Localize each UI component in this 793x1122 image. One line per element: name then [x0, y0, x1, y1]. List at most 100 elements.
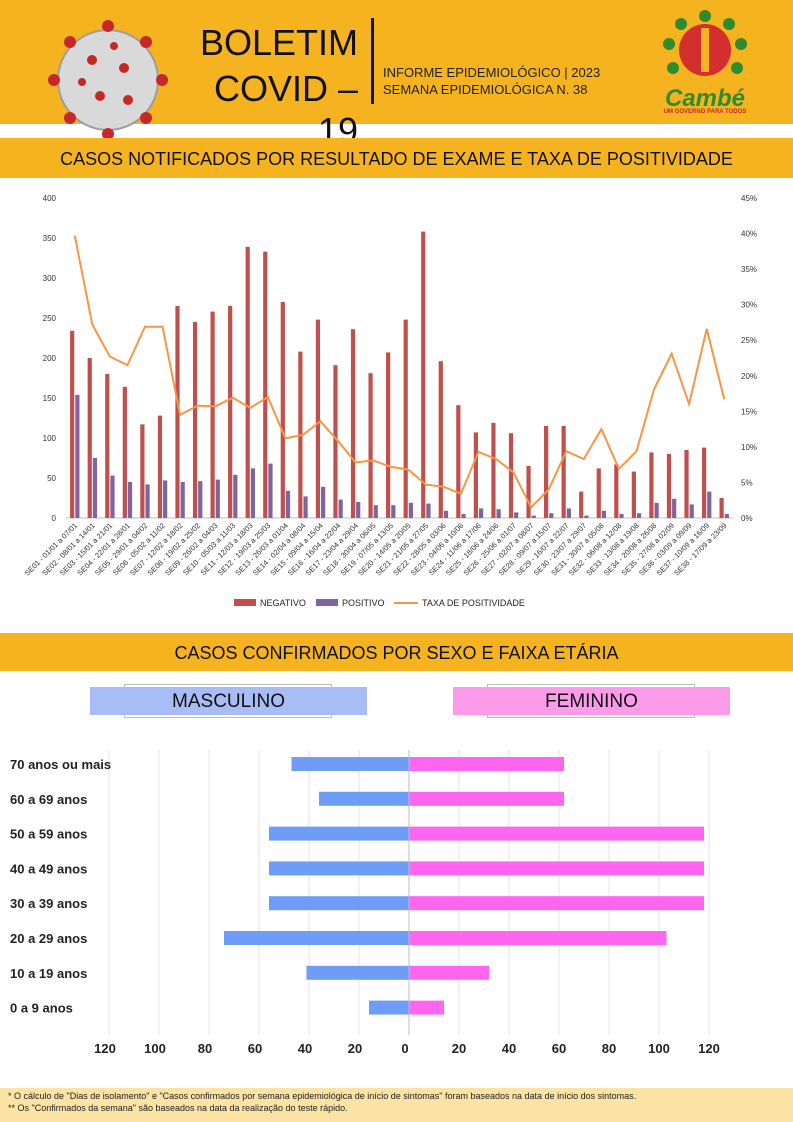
negativo-bar — [70, 330, 75, 518]
masculino-bar — [291, 757, 409, 771]
positivo-bar — [426, 503, 431, 518]
y2-tick-label: 25% — [741, 336, 757, 345]
section-title-confirmed: CASOS CONFIRMADOS POR SEXO E FAIXA ETÁRI… — [0, 633, 793, 671]
age-group-label: 20 a 29 anos — [10, 931, 87, 946]
positivo-bar — [619, 514, 624, 518]
negativo-bar — [386, 352, 391, 518]
negativo-bar — [315, 319, 321, 518]
x-tick-label: 100 — [144, 1041, 166, 1056]
negativo-bar — [526, 466, 531, 518]
x-tick-label: 40 — [502, 1041, 516, 1056]
negativo-bar — [473, 432, 478, 518]
legend-taxa-label: TAXA DE POSITIVIDADE — [422, 598, 525, 608]
logo-tagline: UM GOVERNO PARA TODOS — [663, 109, 747, 115]
y-tick-label: 350 — [43, 234, 57, 243]
report-subtitle: INFORME EPIDEMIOLÓGICO | 2023 — [383, 65, 601, 80]
feminino-bar — [409, 931, 667, 945]
x-tick-label: 80 — [602, 1041, 616, 1056]
positivo-bar — [110, 475, 115, 518]
negativo-bar — [350, 329, 356, 518]
x-tick-label: 60 — [248, 1041, 262, 1056]
positivo-bar — [285, 490, 291, 518]
positivo-bar — [496, 509, 501, 518]
positivo-bar — [461, 514, 466, 518]
y2-tick-label: 15% — [741, 407, 757, 416]
positivo-bar — [707, 491, 712, 518]
negativo-bar — [280, 302, 285, 518]
feminino-bar — [409, 757, 564, 771]
masculino-bar — [306, 965, 409, 980]
positivo-bar — [654, 502, 659, 518]
age-group-label: 60 a 69 anos — [10, 792, 87, 807]
x-tick-label: 20 — [348, 1041, 362, 1056]
masculino-bar — [319, 791, 409, 806]
notified-cases-chart: 0 50 100 150 200 250 300 350 400 0% 5% 10% 15% 20% 25%… — [23, 194, 757, 608]
y2-tick-label: 5% — [741, 478, 753, 487]
positivo-bar — [127, 482, 133, 518]
positivo-bar — [356, 502, 361, 518]
negativo-bar — [701, 447, 707, 518]
negativo-bar — [175, 306, 180, 518]
logo-text: Cambé — [664, 85, 746, 112]
positivo-bar — [391, 505, 396, 518]
negativo-bar — [649, 452, 654, 518]
negativo-bar — [614, 464, 619, 518]
cambe-logo-icon — [663, 10, 747, 76]
positivo-bar — [672, 498, 677, 518]
negativo-bar — [421, 231, 426, 518]
negativo-bar — [666, 454, 672, 518]
masculino-bar — [369, 1000, 409, 1015]
positivo-bar — [689, 504, 694, 518]
y-tick-label: 100 — [43, 434, 57, 443]
positivo-bar — [443, 510, 449, 518]
negativo-bar — [140, 424, 145, 518]
positivo-bar — [531, 515, 536, 518]
feminino-bar — [409, 965, 489, 980]
x-tick-label: 0 — [401, 1041, 408, 1056]
y-tick-label: 50 — [47, 474, 56, 483]
positivo-bar — [163, 480, 168, 518]
masculino-bar — [269, 826, 409, 841]
negativo-bar — [403, 319, 408, 518]
age-group-label: 30 a 39 anos — [10, 896, 87, 911]
positivo-bar — [233, 474, 238, 518]
y2-tick-label: 45% — [741, 194, 757, 203]
y-tick-label: 300 — [43, 274, 57, 283]
negativo-bar — [333, 365, 338, 518]
feminino-bar — [409, 826, 704, 841]
taxa-positividade-line — [73, 235, 726, 509]
positivo-bar — [584, 515, 589, 518]
y-tick-label: 250 — [43, 314, 57, 323]
negativo-bar — [543, 426, 549, 518]
y-tick-label: 0 — [52, 514, 57, 523]
y2-tick-label: 40% — [741, 230, 757, 239]
positivo-bar — [268, 463, 273, 518]
negativo-bar — [491, 422, 496, 518]
negativo-bar — [87, 358, 92, 518]
negativo-bar — [105, 374, 110, 518]
y2-tick-label: 10% — [741, 443, 757, 452]
positivo-bar — [601, 510, 607, 518]
negativo-bar — [631, 471, 636, 518]
x-tick-label: 40 — [298, 1041, 312, 1056]
age-group-label: 0 a 9 anos — [10, 1001, 73, 1016]
y-tick-label: 400 — [43, 194, 57, 203]
y2-tick-label: 35% — [741, 265, 757, 274]
week-subtitle: SEMANA EPIDEMIOLÓGICA N. 38 — [383, 82, 588, 97]
masculino-bar — [269, 861, 409, 876]
negativo-bar — [122, 386, 127, 518]
negativo-bar — [508, 433, 514, 518]
positivo-bar — [92, 458, 98, 518]
feminino-bar — [409, 791, 564, 806]
negativo-bar — [596, 468, 601, 518]
negativo-bar — [157, 415, 163, 518]
x-tick-label: 20 — [452, 1041, 466, 1056]
y2-tick-label: 30% — [741, 301, 757, 310]
x-tick-label: 60 — [552, 1041, 566, 1056]
bulletin-title-line1: BOLETIM — [199, 22, 358, 63]
y-tick-label: 200 — [43, 354, 57, 363]
legend-positivo-swatch — [316, 599, 338, 606]
positivo-bar — [75, 394, 80, 518]
feminino-bar — [409, 861, 704, 876]
age-group-label: 40 a 49 anos — [10, 861, 87, 876]
